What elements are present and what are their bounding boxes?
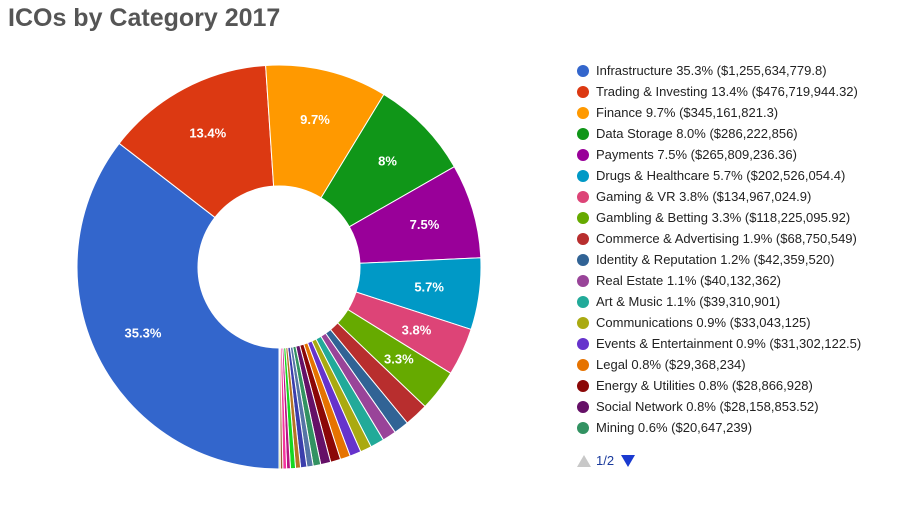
legend-swatch bbox=[577, 232, 589, 245]
legend-swatch bbox=[577, 316, 589, 329]
legend-item[interactable]: Mining 0.6% ($20,647,239) bbox=[577, 417, 907, 438]
legend-label: Identity & Reputation 1.2% ($42,359,520) bbox=[596, 252, 835, 267]
legend-label: Real Estate 1.1% ($40,132,362) bbox=[596, 273, 782, 288]
legend-swatch bbox=[577, 190, 589, 203]
legend-label: Events & Entertainment 0.9% ($31,302,122… bbox=[596, 336, 862, 351]
legend-swatch bbox=[577, 358, 589, 371]
legend-item[interactable]: Infrastructure 35.3% ($1,255,634,779.8) bbox=[577, 60, 907, 81]
legend-label: Infrastructure 35.3% ($1,255,634,779.8) bbox=[596, 63, 827, 78]
pager-prev-arrow-icon bbox=[577, 454, 591, 467]
slice-label-5: 5.7% bbox=[414, 279, 444, 294]
donut-slice-1[interactable] bbox=[118, 64, 275, 219]
legend-item[interactable]: Payments 7.5% ($265,809,236.36) bbox=[577, 144, 907, 165]
legend-swatch bbox=[577, 274, 589, 287]
legend-swatch bbox=[577, 421, 589, 434]
legend-label: Energy & Utilities 0.8% ($28,866,928) bbox=[596, 378, 813, 393]
slice-label-6: 3.8% bbox=[402, 323, 432, 338]
legend-item[interactable]: Real Estate 1.1% ($40,132,362) bbox=[577, 270, 907, 291]
chart-legend: Infrastructure 35.3% ($1,255,634,779.8) T… bbox=[577, 60, 907, 438]
legend-item[interactable]: Art & Music 1.1% ($39,310,901) bbox=[577, 291, 907, 312]
legend-label: Gaming & VR 3.8% ($134,967,024.9) bbox=[596, 189, 812, 204]
legend-item[interactable]: Gaming & VR 3.8% ($134,967,024.9) bbox=[577, 186, 907, 207]
legend-label: Trading & Investing 13.4% ($476,719,944.… bbox=[596, 84, 858, 99]
slice-label-1: 13.4% bbox=[189, 125, 226, 140]
legend-swatch bbox=[577, 379, 589, 392]
legend-swatch bbox=[577, 148, 589, 161]
legend-item[interactable]: Trading & Investing 13.4% ($476,719,944.… bbox=[577, 81, 907, 102]
legend-label: Commerce & Advertising 1.9% ($68,750,549… bbox=[596, 231, 857, 246]
legend-swatch bbox=[577, 85, 589, 98]
legend-label: Data Storage 8.0% ($286,222,856) bbox=[596, 126, 798, 141]
legend-label: Communications 0.9% ($33,043,125) bbox=[596, 315, 811, 330]
donut-slice-25[interactable] bbox=[278, 347, 281, 470]
legend-label: Gambling & Betting 3.3% ($118,225,095.92… bbox=[596, 210, 851, 225]
slice-label-2: 9.7% bbox=[300, 112, 330, 127]
legend-item[interactable]: Events & Entertainment 0.9% ($31,302,122… bbox=[577, 333, 907, 354]
slice-label-3: 8% bbox=[378, 153, 397, 168]
legend-item[interactable]: Data Storage 8.0% ($286,222,856) bbox=[577, 123, 907, 144]
pager-page-indicator: 1/2 bbox=[596, 453, 615, 468]
legend-item[interactable]: Commerce & Advertising 1.9% ($68,750,549… bbox=[577, 228, 907, 249]
legend-label: Drugs & Healthcare 5.7% ($202,526,054.4) bbox=[596, 168, 846, 183]
legend-item[interactable]: Identity & Reputation 1.2% ($42,359,520) bbox=[577, 249, 907, 270]
legend-item[interactable]: Gambling & Betting 3.3% ($118,225,095.92… bbox=[577, 207, 907, 228]
legend-swatch bbox=[577, 106, 589, 119]
legend-item[interactable]: Social Network 0.8% ($28,158,853.52) bbox=[577, 396, 907, 417]
legend-swatch bbox=[577, 127, 589, 140]
chart-title: ICOs by Category 2017 bbox=[8, 4, 281, 32]
legend-label: Legal 0.8% ($29,368,234) bbox=[596, 357, 746, 372]
legend-label: Art & Music 1.1% ($39,310,901) bbox=[596, 294, 781, 309]
legend-swatch bbox=[577, 337, 589, 350]
legend-swatch bbox=[577, 253, 589, 266]
legend-label: Mining 0.6% ($20,647,239) bbox=[596, 420, 753, 435]
slice-label-7: 3.3% bbox=[384, 352, 414, 367]
legend-swatch bbox=[577, 64, 589, 77]
legend-pager: 1/2 bbox=[577, 453, 636, 468]
legend-item[interactable]: Finance 9.7% ($345,161,821.3) bbox=[577, 102, 907, 123]
legend-label: Finance 9.7% ($345,161,821.3) bbox=[596, 105, 779, 120]
slice-label-4: 7.5% bbox=[410, 217, 440, 232]
legend-item[interactable]: Legal 0.8% ($29,368,234) bbox=[577, 354, 907, 375]
legend-swatch bbox=[577, 295, 589, 308]
legend-item[interactable]: Drugs & Healthcare 5.7% ($202,526,054.4) bbox=[577, 165, 907, 186]
donut-chart: 35.3% 13.4% 9.7% 8% 7.5% 5.7% 3.8% 3.3% bbox=[76, 64, 482, 470]
slice-label-0: 35.3% bbox=[125, 326, 162, 341]
legend-item[interactable]: Energy & Utilities 0.8% ($28,866,928) bbox=[577, 375, 907, 396]
legend-swatch bbox=[577, 169, 589, 182]
pager-next-arrow-icon[interactable] bbox=[621, 454, 636, 467]
legend-swatch bbox=[577, 400, 589, 413]
legend-label: Social Network 0.8% ($28,158,853.52) bbox=[596, 399, 819, 414]
legend-item[interactable]: Communications 0.9% ($33,043,125) bbox=[577, 312, 907, 333]
legend-label: Payments 7.5% ($265,809,236.36) bbox=[596, 147, 797, 162]
donut-slice-0[interactable] bbox=[76, 142, 280, 470]
legend-swatch bbox=[577, 211, 589, 224]
